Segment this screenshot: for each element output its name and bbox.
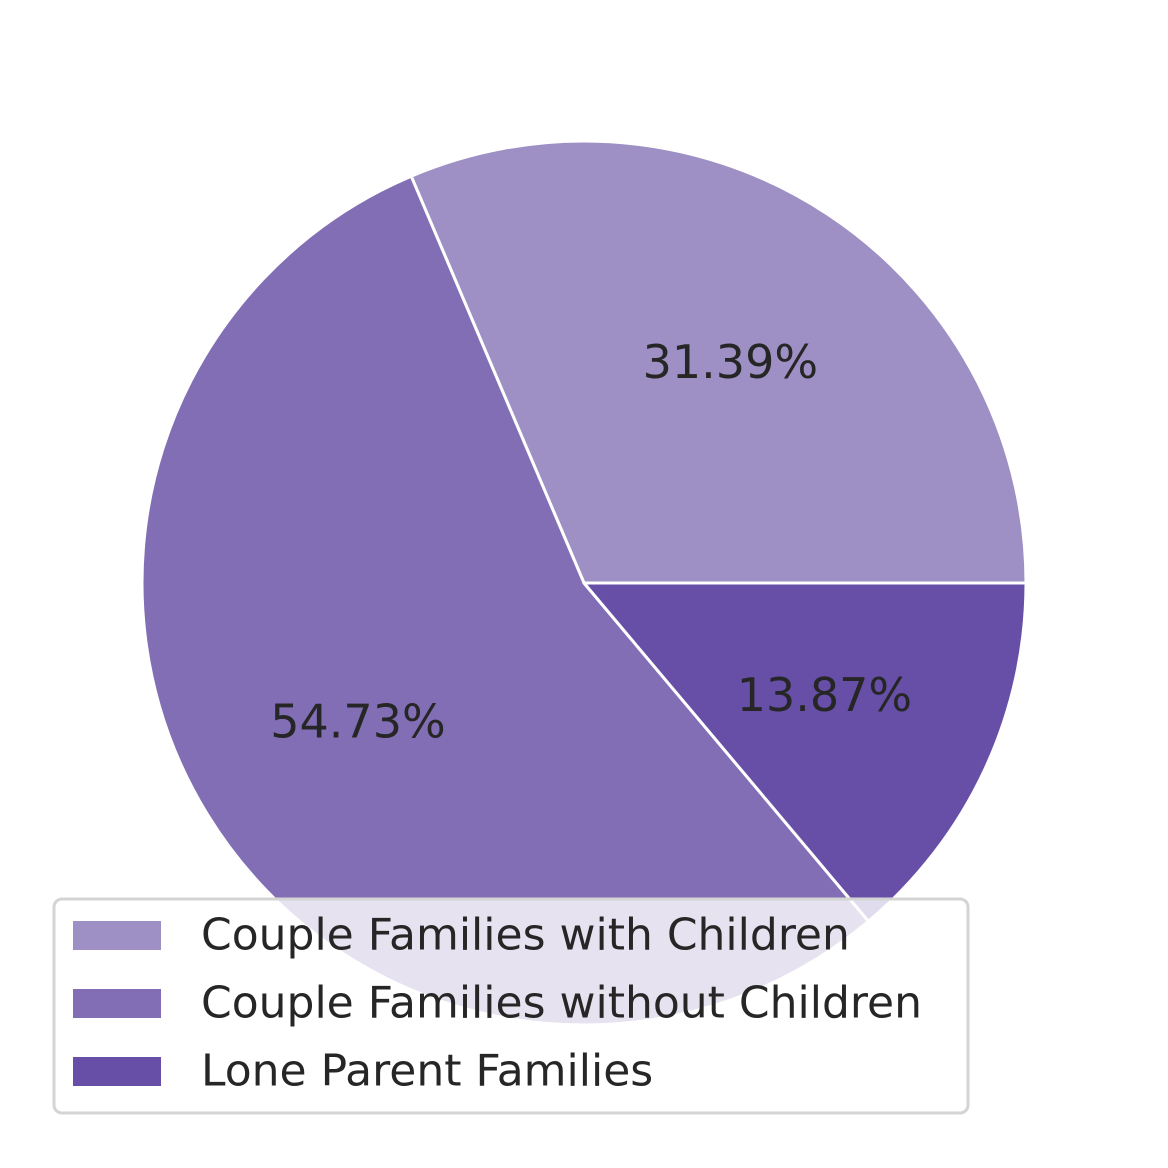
pie-percent-label-2: 54.73%	[270, 695, 445, 749]
pie-slice-1	[409, 139, 1028, 585]
legend-swatch-1	[73, 921, 161, 950]
pie-slices	[140, 139, 1028, 1027]
legend: Couple Families with Children Couple Fami…	[52, 897, 970, 1115]
legend-swatch-2	[73, 989, 161, 1018]
legend-entries: Couple Families with Children Couple Fami…	[73, 910, 922, 1097]
pie-percent-labels: 31.39% 54.73% 13.87%	[270, 335, 912, 749]
legend-swatch-3	[73, 1057, 161, 1086]
pie-slice-3	[582, 581, 1028, 923]
legend-box	[52, 897, 970, 1115]
legend-label-3: Lone Parent Families	[201, 1046, 653, 1097]
legend-label-2: Couple Families without Children	[201, 978, 922, 1029]
pie-percent-label-1: 31.39%	[643, 335, 818, 389]
pie-percent-label-3: 13.87%	[737, 668, 912, 722]
legend-label-1: Couple Families with Children	[201, 910, 850, 961]
